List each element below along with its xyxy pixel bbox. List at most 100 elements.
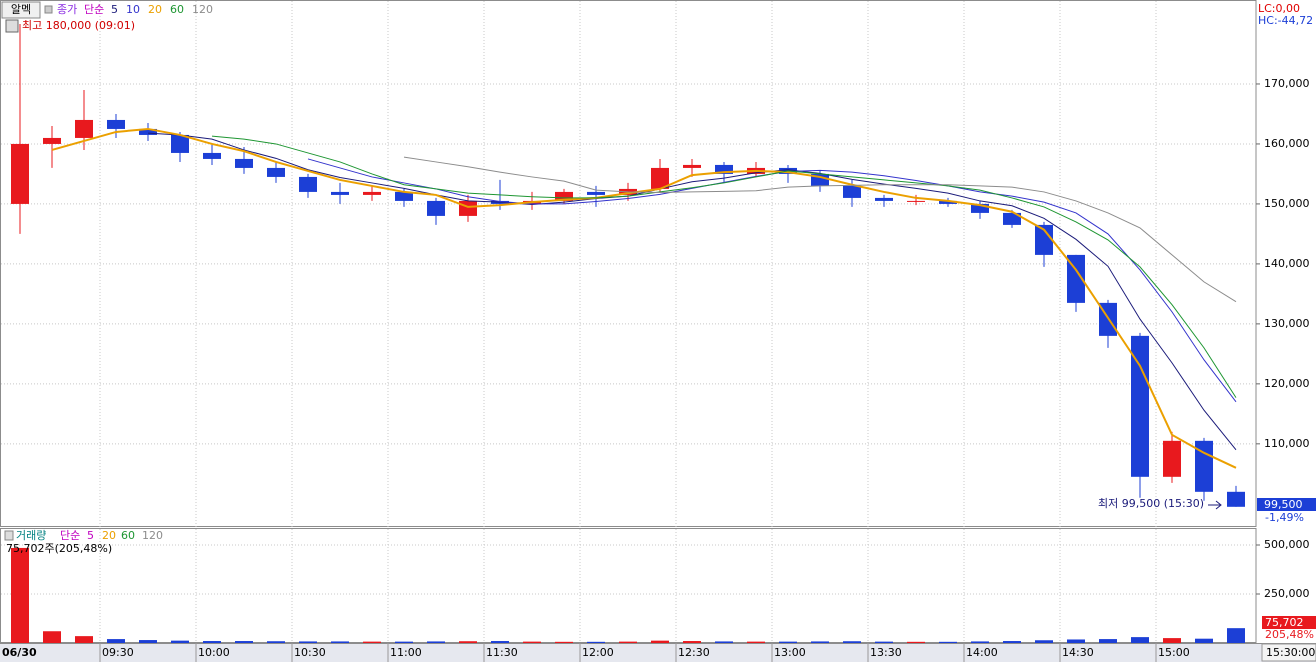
price-tag: 99,500 — [1264, 498, 1303, 511]
volume-bar — [555, 641, 573, 643]
volume-bar — [779, 641, 797, 643]
legend-close: 종가 — [57, 3, 77, 16]
candle-body — [683, 164, 701, 168]
volume-bar — [971, 641, 989, 643]
note-icon — [5, 19, 19, 33]
candle-body — [907, 200, 925, 202]
volume-bar — [939, 641, 957, 643]
volume-bar — [139, 640, 157, 643]
volume-legend: 20 — [102, 529, 116, 542]
candle-body — [875, 197, 893, 201]
volume-bar — [1163, 638, 1181, 643]
volume-legend: 60 — [121, 529, 135, 542]
candle-body — [299, 176, 317, 192]
volume-bar — [619, 641, 637, 643]
volume-bar — [1067, 639, 1085, 643]
volume-bar — [491, 641, 509, 643]
ma-line — [211, 135, 1237, 398]
candle-body — [1163, 440, 1181, 477]
candle-body — [715, 164, 733, 174]
candle-body — [1227, 491, 1245, 507]
x-tick-label: 12:00 — [582, 646, 614, 659]
volume-bar — [395, 641, 413, 643]
cursor-time-box — [1261, 643, 1316, 662]
y-tick-label: 150,000 — [1264, 197, 1310, 210]
x-tick-label: 13:30 — [870, 646, 902, 659]
candle-body — [43, 137, 61, 144]
x-tick-label: 15:00 — [1158, 646, 1190, 659]
candle-body — [427, 200, 445, 216]
volume-bar — [171, 640, 189, 643]
y-tick-label: 110,000 — [1264, 437, 1310, 450]
volume-bar — [843, 641, 861, 643]
volume-tag-bg — [1262, 616, 1316, 629]
volume-bar — [235, 641, 253, 643]
time-axis — [0, 643, 1316, 662]
candle-body — [75, 119, 93, 138]
y-tick-label: 170,000 — [1264, 77, 1310, 90]
volume-bar — [107, 639, 125, 643]
x-tick-label: 09:30 — [102, 646, 134, 659]
volume-bar — [203, 641, 221, 643]
candle-body — [171, 134, 189, 153]
legend-entry: 120 — [192, 3, 213, 16]
volume-bar — [875, 641, 893, 643]
volume-bar — [75, 636, 93, 643]
stock-button[interactable] — [1, 1, 41, 19]
candle-body — [11, 143, 29, 204]
date-label: 06/30 — [2, 646, 37, 659]
volume-bar — [1227, 628, 1245, 643]
candle-body — [363, 191, 381, 195]
candle-body — [107, 119, 125, 129]
volume-bar — [683, 641, 701, 643]
volume-legend: 단순 — [60, 529, 80, 542]
legend-method: 단순 — [84, 3, 104, 16]
volume-bar — [811, 641, 829, 643]
y-tick-label: 160,000 — [1264, 137, 1310, 150]
x-tick-label: 12:30 — [678, 646, 710, 659]
volume-tag: 75,702 — [1265, 616, 1304, 629]
y-tick-label: 140,000 — [1264, 257, 1310, 270]
candle-body — [1195, 440, 1213, 492]
y-tick-label: 500,000 — [1264, 538, 1310, 551]
volume-bar — [1131, 637, 1149, 643]
volume-ratio: 205,48% — [1265, 628, 1314, 641]
volume-legend: 거래량 — [16, 529, 46, 542]
candle-body — [587, 191, 605, 195]
candle-body — [459, 200, 477, 216]
lc-label: LC:0,00 — [1258, 2, 1300, 15]
volume-bar — [651, 640, 669, 643]
stock-name[interactable]: 알멕 — [11, 2, 31, 16]
candle-body — [971, 203, 989, 213]
hc-label: HC:-44,72 — [1258, 14, 1313, 27]
volume-bar — [715, 641, 733, 643]
low-note: 최저 99,500 (15:30) — [1098, 497, 1204, 510]
low-arrow — [1208, 500, 1222, 510]
ma-line — [147, 132, 1237, 451]
candle-body — [1035, 224, 1053, 255]
x-tick-label: 14:30 — [1062, 646, 1094, 659]
high-note: 최고 180,000 (09:01) — [22, 19, 135, 32]
volume-bar — [907, 641, 925, 643]
candle-body — [331, 191, 349, 195]
candle-body — [235, 158, 253, 168]
candle-body — [1131, 335, 1149, 477]
candle-body — [651, 167, 669, 189]
legend-icon — [44, 5, 53, 14]
grid — [1, 1, 1256, 643]
candle-body — [139, 128, 157, 135]
candle-body — [843, 185, 861, 198]
candle-body — [939, 200, 957, 204]
x-tick-label: 10:00 — [198, 646, 230, 659]
volume-note: 75,702주(205,48%) — [6, 542, 112, 555]
y-tick-label: 120,000 — [1264, 377, 1310, 390]
change: -1,49% — [1265, 511, 1304, 524]
volume-bar — [1035, 640, 1053, 643]
volume-bar — [523, 641, 541, 643]
volume-bar — [459, 641, 477, 643]
candle-body — [1003, 212, 1021, 225]
x-tick-label: 14:00 — [966, 646, 998, 659]
x-tick-label: 11:30 — [486, 646, 518, 659]
x-tick-label: 13:00 — [774, 646, 806, 659]
